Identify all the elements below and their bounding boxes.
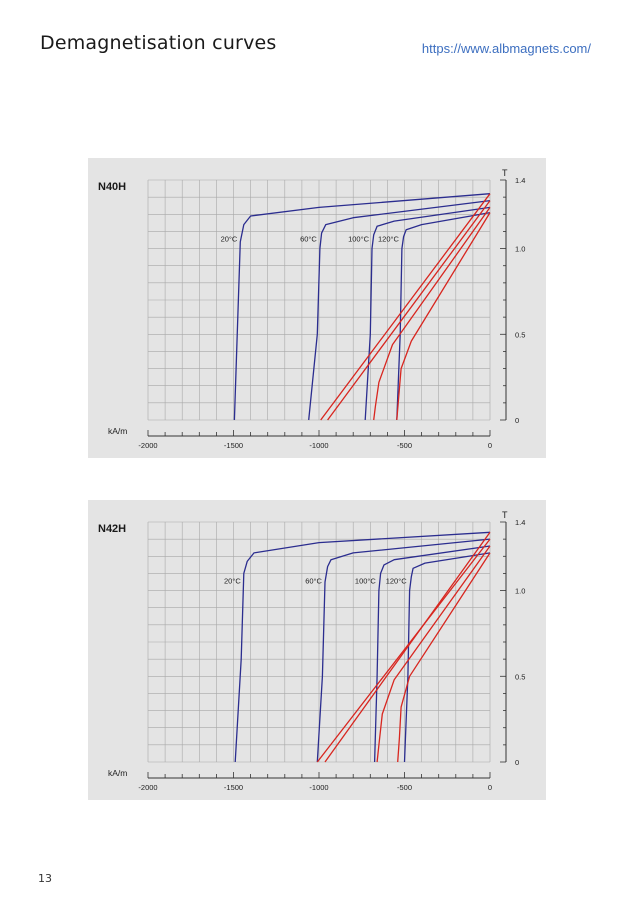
curve-intrinsic-20c — [234, 531, 491, 763]
y-axis: 0 0.5 1.0 1.4 T — [500, 510, 525, 767]
x-tick-label: -2000 — [138, 441, 157, 450]
temperature-label: 60°C — [300, 235, 317, 244]
x-tick-label: -500 — [397, 783, 412, 792]
temperature-label: 100°C — [348, 235, 370, 244]
chart-panel-n40h: -2000 -1500 -1000 -500 0 kA/m 0 0.5 1.0 1.4 T N40H 2… — [88, 158, 546, 458]
y-tick-label: 0 — [515, 758, 519, 767]
x-axis-label: kA/m — [108, 768, 127, 778]
page-url-link[interactable]: https://www.albmagnets.com/ — [421, 41, 591, 56]
curve-intrinsic-20c — [233, 193, 491, 421]
y-tick-label: 1.4 — [515, 176, 525, 185]
curve-intrinsic-120c — [396, 211, 491, 421]
series-group — [233, 193, 491, 421]
x-tick-label: -2000 — [138, 783, 157, 792]
x-tick-label: 0 — [488, 441, 492, 450]
x-axis: -2000 -1500 -1000 -500 0 kA/m — [108, 768, 492, 792]
y-axis-label: T — [502, 168, 508, 178]
temperature-label: 120°C — [386, 577, 408, 586]
curve-normal-60c — [327, 200, 491, 421]
page-number: 13 — [38, 872, 52, 885]
chart-title: N40H — [98, 181, 126, 193]
x-tick-label: -1500 — [224, 441, 243, 450]
y-tick-label: 1.0 — [515, 587, 525, 596]
chart-title: N42H — [98, 523, 126, 535]
y-axis: 0 0.5 1.0 1.4 T — [500, 168, 525, 425]
temperature-label: 20°C — [224, 577, 241, 586]
y-tick-label: 0.5 — [515, 330, 525, 339]
temperature-label: 120°C — [378, 235, 400, 244]
series-group — [234, 531, 491, 763]
temperature-label: 60°C — [305, 577, 322, 586]
temperature-labels: 20°C 60°C 100°C 120°C — [221, 235, 400, 244]
chart-n42h: -2000 -1500 -1000 -500 0 kA/m 0 0.5 1.0 1.4 T N42H 2… — [98, 510, 525, 792]
x-tick-label: 0 — [488, 783, 492, 792]
x-tick-label: -1000 — [309, 441, 328, 450]
curve-normal-20c — [324, 531, 491, 763]
x-axis: -2000 -1500 -1000 -500 0 kA/m — [108, 426, 492, 450]
curve-intrinsic-60c — [308, 199, 491, 421]
curve-intrinsic-120c — [403, 552, 491, 763]
y-axis-label: T — [502, 510, 508, 520]
x-tick-label: -500 — [397, 441, 412, 450]
temperature-label: 100°C — [355, 577, 377, 586]
y-tick-label: 1.0 — [515, 245, 525, 254]
x-tick-label: -1500 — [224, 783, 243, 792]
curve-normal-120c — [397, 552, 491, 763]
chart-panel-n42h: -2000 -1500 -1000 -500 0 kA/m 0 0.5 1.0 1.4 T N42H 2… — [88, 500, 546, 800]
curve-normal-20c — [320, 193, 491, 421]
curve-intrinsic-100c — [364, 206, 491, 421]
curve-intrinsic-100c — [373, 545, 491, 763]
curve-normal-100c — [373, 207, 491, 421]
temperature-labels: 20°C 60°C 100°C 120°C — [224, 577, 407, 586]
chart-n40h: -2000 -1500 -1000 -500 0 kA/m 0 0.5 1.0 1.4 T N40H 2… — [98, 168, 525, 450]
y-tick-label: 0 — [515, 416, 519, 425]
curve-normal-60c — [316, 538, 491, 763]
y-tick-label: 0.5 — [515, 672, 525, 681]
curve-normal-100c — [376, 545, 491, 763]
curve-intrinsic-60c — [316, 538, 491, 763]
x-axis-label: kA/m — [108, 426, 127, 436]
x-tick-label: -1000 — [309, 783, 328, 792]
page-title: Demagnetisation curves — [40, 32, 277, 54]
y-tick-label: 1.4 — [515, 518, 525, 527]
curve-normal-120c — [396, 212, 491, 421]
grid — [147, 179, 491, 421]
temperature-label: 20°C — [221, 235, 238, 244]
